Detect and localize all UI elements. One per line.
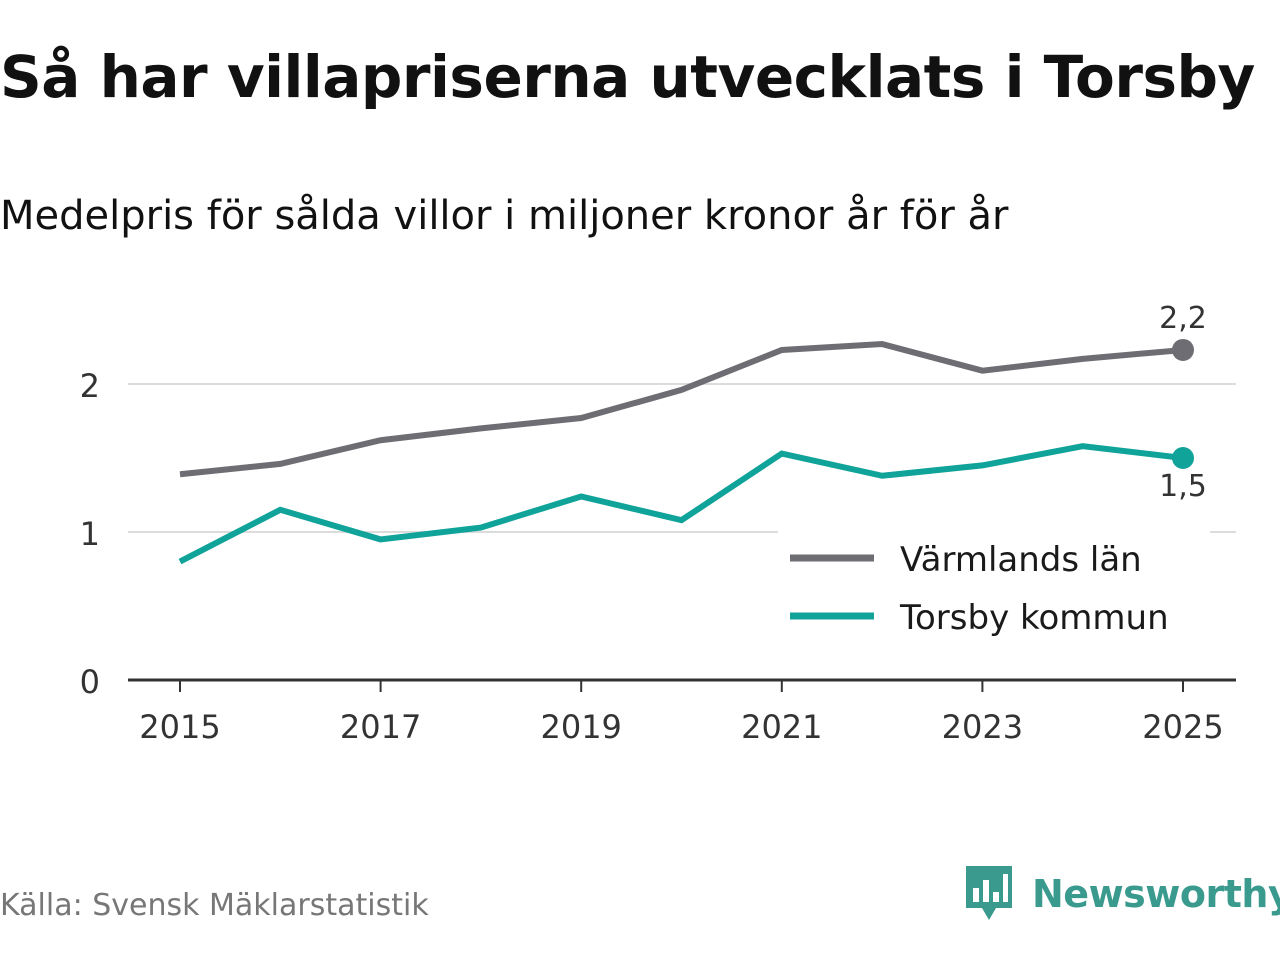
axes: 0 1 2 2015 2017 2019 2021 2023 2025 [80,367,1236,746]
y-tick-label: 2 [80,367,100,405]
y-tick-label: 0 [80,663,100,701]
data-label: 2,2 [1159,301,1207,336]
source-note: Källa: Svensk Mäklarstatistik [0,888,429,923]
brand-name: Newsworthy [1032,872,1280,916]
brand: Newsworthy [962,862,1280,926]
x-tick-label: 2015 [139,708,220,746]
legend-label: Värmlands län [900,540,1142,580]
series-end-point [1172,338,1194,361]
data-labels: 2,2 1,5 [1159,301,1207,504]
series-line-1 [178,443,1184,565]
x-tick-label: 2023 [942,708,1023,746]
x-tick-label: 2017 [340,708,421,746]
x-tick-label: 2021 [741,708,822,746]
series-line-0 [179,341,1184,478]
chart-title: Så har villapriserna utvecklats i Torsby [0,43,1255,111]
legend-label: Torsby kommun [899,598,1169,638]
chart-subtitle: Medelpris för sålda villor i miljoner kr… [0,193,1009,239]
data-label: 1,5 [1159,469,1207,504]
series-end-point [1172,447,1194,469]
x-tick-label: 2025 [1142,708,1223,746]
legend: Värmlands län Torsby kommun [778,528,1210,650]
legend-background [778,528,1210,650]
x-tick-label: 2019 [540,708,621,746]
y-tick-label: 1 [80,515,100,553]
newsworthy-logo-icon [966,866,1012,920]
series-lines [178,338,1194,565]
